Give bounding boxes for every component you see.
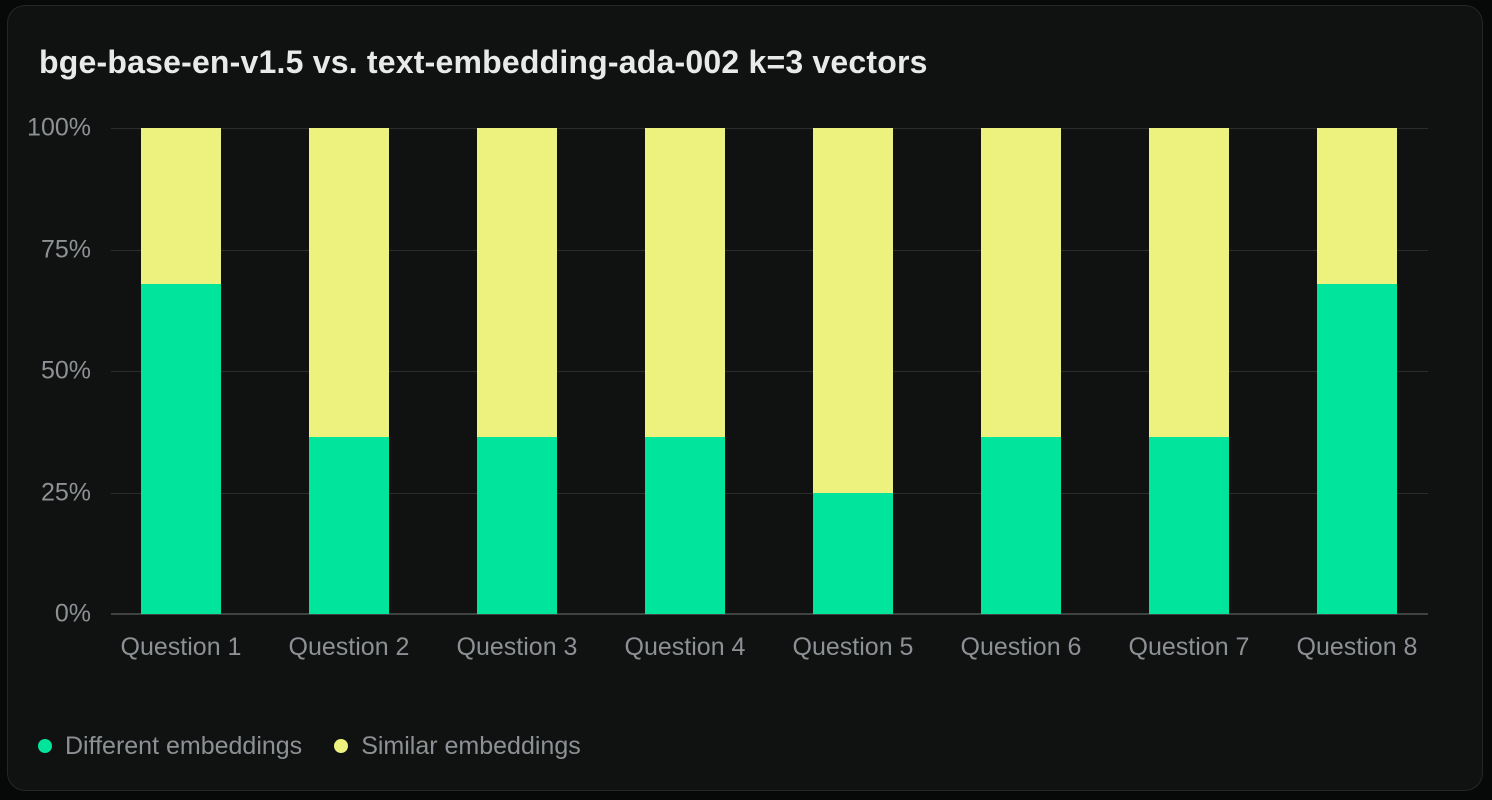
bar-segment-different-embeddings[interactable]	[1317, 283, 1397, 614]
bar-segment-different-embeddings[interactable]	[1149, 436, 1229, 614]
bar-question-2	[309, 128, 389, 614]
bar-segment-different-embeddings[interactable]	[981, 436, 1061, 614]
bar-segment-different-embeddings[interactable]	[477, 436, 557, 614]
x-axis-label-4: Question 4	[624, 633, 746, 661]
x-axis-label-6: Question 6	[960, 633, 1082, 661]
bar-segment-similar-embeddings[interactable]	[813, 128, 893, 493]
y-tick-label-0: 0%	[54, 599, 91, 628]
bar-segment-different-embeddings[interactable]	[309, 436, 389, 614]
x-axis-label-8: Question 8	[1296, 633, 1418, 661]
legend-swatch-icon	[38, 739, 52, 753]
legend-label: Similar embeddings	[361, 731, 581, 760]
x-axis-line	[111, 613, 1428, 615]
y-tick-label-25: 25%	[40, 478, 91, 507]
bar-segment-similar-embeddings[interactable]	[141, 128, 221, 284]
bar-question-6	[981, 128, 1061, 614]
bar-question-3	[477, 128, 557, 614]
bar-segment-similar-embeddings[interactable]	[981, 128, 1061, 437]
bar-segment-similar-embeddings[interactable]	[1317, 128, 1397, 284]
bar-question-4	[645, 128, 725, 614]
bar-segment-similar-embeddings[interactable]	[1149, 128, 1229, 437]
x-axis-label-3: Question 3	[456, 633, 578, 661]
plot-area	[111, 128, 1428, 615]
legend-item-different-embeddings[interactable]: Different embeddings	[38, 732, 302, 761]
bar-segment-different-embeddings[interactable]	[645, 436, 725, 614]
gridline-100	[111, 128, 1428, 129]
bar-question-1	[141, 128, 221, 614]
x-axis-label-1: Question 1	[120, 633, 242, 661]
chart-card: bge-base-en-v1.5 vs. text-embedding-ada-…	[7, 5, 1483, 791]
legend: Different embeddings Similar embeddings	[38, 729, 581, 763]
x-axis-label-5: Question 5	[792, 633, 914, 661]
bar-segment-similar-embeddings[interactable]	[645, 128, 725, 437]
bar-segment-different-embeddings[interactable]	[141, 283, 221, 614]
y-tick-label-75: 75%	[40, 235, 91, 264]
bar-segment-different-embeddings[interactable]	[813, 492, 893, 614]
x-axis-label-7: Question 7	[1128, 633, 1250, 661]
bar-segment-similar-embeddings[interactable]	[309, 128, 389, 437]
chart-title: bge-base-en-v1.5 vs. text-embedding-ada-…	[39, 44, 928, 80]
gridline-75	[111, 250, 1428, 251]
y-tick-label-50: 50%	[40, 356, 91, 385]
bar-question-5	[813, 128, 893, 614]
bar-segment-similar-embeddings[interactable]	[477, 128, 557, 437]
gridline-50	[111, 371, 1428, 372]
legend-swatch-icon	[334, 739, 349, 753]
bar-question-8	[1317, 128, 1397, 614]
legend-item-similar-embeddings[interactable]: Similar embeddings	[334, 732, 581, 761]
y-tick-label-100: 100%	[27, 113, 91, 142]
gridline-25	[111, 493, 1428, 494]
x-axis-label-2: Question 2	[288, 633, 410, 661]
legend-label: Different embeddings	[65, 731, 303, 760]
bar-question-7	[1149, 128, 1229, 614]
